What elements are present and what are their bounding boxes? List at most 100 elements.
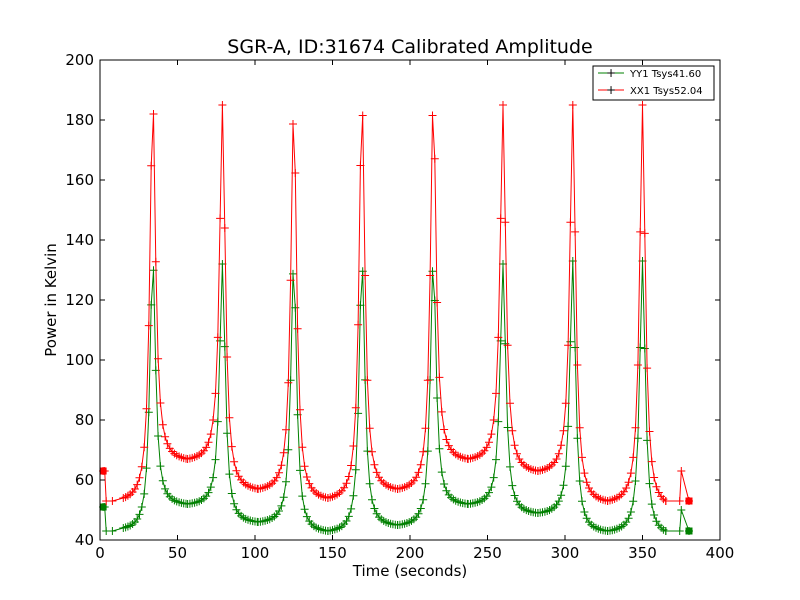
- data-point-marker: [503, 341, 512, 350]
- data-point-marker: [372, 468, 381, 477]
- data-point-marker: [133, 515, 142, 523]
- data-point-marker: [227, 442, 236, 451]
- data-point-marker: [414, 468, 423, 477]
- x-tick-label: 250: [473, 544, 502, 562]
- data-point-marker: [213, 417, 222, 426]
- data-point-marker: [552, 455, 561, 463]
- data-point-marker: [622, 484, 631, 492]
- data-point-marker: [225, 413, 234, 422]
- data-point-marker: [675, 497, 684, 505]
- data-point-marker: [351, 403, 360, 412]
- x-tick-label: 400: [706, 544, 735, 562]
- data-point-marker: [566, 218, 575, 227]
- data-point-marker: [220, 342, 229, 351]
- data-point-marker: [437, 468, 446, 477]
- series-layer: [99, 101, 693, 535]
- data-point-marker: [647, 457, 656, 466]
- data-point-marker: [647, 500, 656, 509]
- data-point-marker: [305, 479, 314, 488]
- chart-title: SGR-A, ID:31674 Calibrated Amplitude: [227, 36, 592, 58]
- data-point-marker: [108, 497, 117, 505]
- data-point-marker: [643, 364, 652, 373]
- y-axis-label: Power in Kelvin: [42, 243, 60, 357]
- data-point-marker: [130, 485, 139, 493]
- data-point-marker: [492, 389, 500, 398]
- data-point-marker: [442, 486, 451, 495]
- data-point-marker: [277, 461, 286, 470]
- data-point-marker: [282, 477, 290, 486]
- data-point-marker: [559, 426, 568, 435]
- data-point-marker: [624, 478, 633, 487]
- data-point-marker: [230, 457, 239, 466]
- data-point-marker: [485, 488, 493, 497]
- data-point-marker: [501, 218, 510, 227]
- data-point-marker: [416, 460, 425, 469]
- data-point-marker: [419, 447, 428, 456]
- data-point-marker: [275, 468, 283, 477]
- x-axis-label: Time (seconds): [352, 562, 468, 580]
- series-end-marker: [685, 497, 693, 505]
- data-point-marker: [230, 499, 239, 508]
- data-point-marker: [428, 111, 437, 120]
- data-point-marker: [496, 214, 505, 223]
- x-tick-label: 300: [551, 544, 580, 562]
- series-end-marker: [99, 467, 107, 475]
- data-point-marker: [414, 509, 423, 518]
- data-point-marker: [232, 466, 241, 475]
- data-point-marker: [140, 489, 149, 498]
- legend-marker-yy1: +: [606, 66, 616, 80]
- data-point-marker: [163, 439, 172, 448]
- data-point-marker: [561, 399, 570, 408]
- y-tick-label: 100: [65, 351, 94, 369]
- data-point-marker: [578, 497, 586, 506]
- data-point-marker: [161, 432, 170, 441]
- data-point-marker: [296, 466, 304, 475]
- data-point-marker: [279, 493, 288, 502]
- data-point-marker: [631, 423, 640, 432]
- x-tick-label: 350: [628, 544, 657, 562]
- data-point-marker: [108, 527, 117, 535]
- data-point-marker: [223, 429, 232, 438]
- data-point-marker: [137, 503, 146, 511]
- data-point-marker: [640, 344, 649, 353]
- y-tick-label: 80: [75, 411, 94, 429]
- legend-marker-xx1: +: [606, 83, 616, 97]
- data-point-marker: [645, 427, 654, 436]
- data-point-marker: [347, 461, 356, 470]
- data-point-marker: [677, 506, 686, 514]
- data-point-marker: [492, 455, 500, 464]
- data-point-marker: [661, 527, 670, 535]
- data-point-marker: [289, 120, 297, 128]
- data-point-marker: [144, 321, 153, 330]
- data-point-marker: [435, 373, 444, 382]
- data-point-marker: [575, 477, 584, 485]
- legend-label-yy1: YY1 Tsys41.60: [629, 69, 701, 80]
- data-point-marker: [298, 443, 307, 452]
- data-point-marker: [494, 417, 503, 426]
- data-point-marker: [419, 495, 428, 504]
- data-point-marker: [629, 453, 638, 462]
- data-point-marker: [626, 469, 635, 478]
- y-tick-label: 40: [75, 531, 94, 549]
- data-point-marker: [423, 447, 432, 456]
- data-point-marker: [423, 376, 432, 385]
- data-point-marker: [356, 301, 365, 310]
- data-point-marker: [291, 303, 300, 312]
- data-point-marker: [296, 405, 304, 414]
- data-point-marker: [344, 472, 353, 481]
- data-point-marker: [661, 497, 670, 505]
- data-point-marker: [202, 443, 211, 452]
- data-point-marker: [225, 470, 234, 479]
- data-point-marker: [485, 438, 493, 447]
- data-point-marker: [291, 169, 300, 177]
- x-tick-label: 100: [241, 544, 270, 562]
- data-point-marker: [506, 399, 514, 408]
- data-point-marker: [508, 426, 517, 435]
- data-point-marker: [272, 473, 281, 482]
- legend-box: [592, 65, 715, 101]
- data-point-marker: [142, 404, 151, 413]
- data-point-marker: [370, 504, 379, 513]
- data-point-marker: [503, 423, 512, 432]
- data-point-marker: [489, 473, 498, 482]
